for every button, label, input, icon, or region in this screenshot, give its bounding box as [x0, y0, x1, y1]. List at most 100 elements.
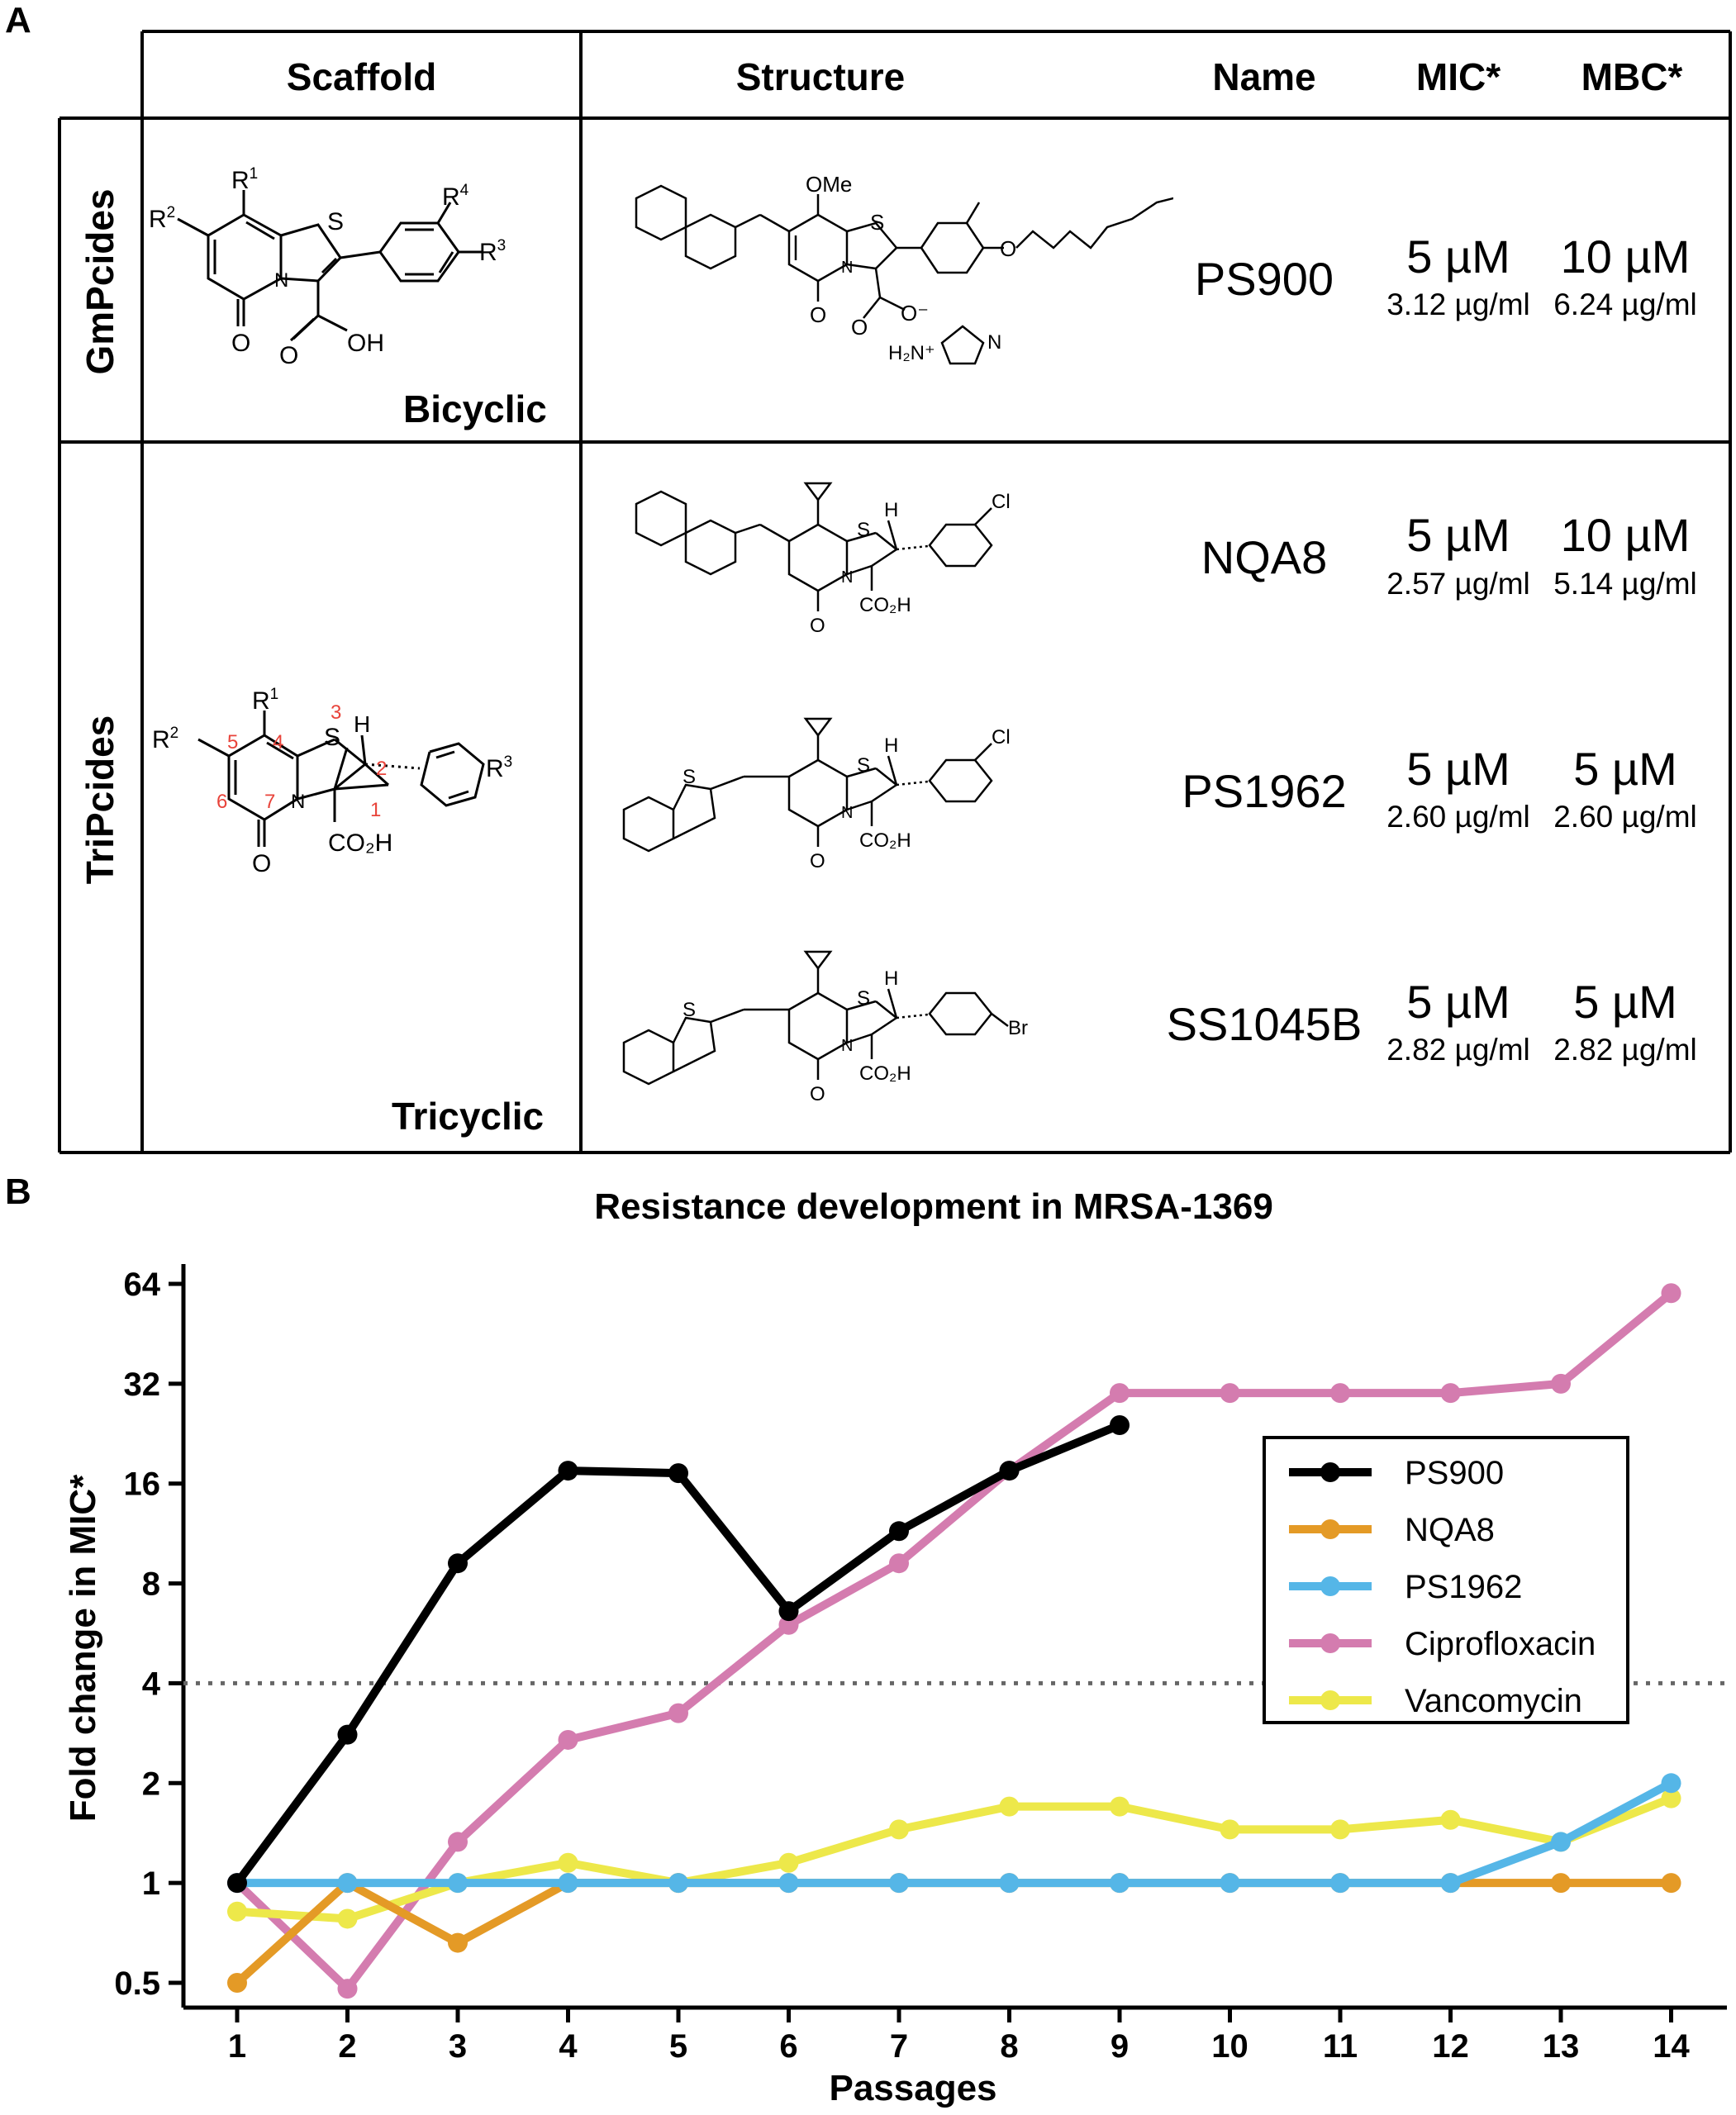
- ps900-n: N: [841, 259, 853, 277]
- bicyclic-o1: O: [231, 330, 250, 357]
- y-tick-label: 0.5: [114, 1965, 160, 2002]
- ss1045b-br: Br: [1008, 1017, 1028, 1039]
- data-point-ps900: [448, 1553, 468, 1574]
- mbc-ss1045b: 5 µM: [1573, 976, 1677, 1028]
- mbc-mass-ps900: 6.24 µg/ml: [1553, 288, 1697, 321]
- tricyclic-o: O: [252, 850, 271, 877]
- nqa8-structure: S N O H CO₂H Cl: [635, 482, 1011, 637]
- data-point-ps1962: [558, 1873, 578, 1894]
- header-name: Name: [1212, 55, 1316, 98]
- x-tick-label: 12: [1432, 2028, 1469, 2065]
- ps900-o: O: [810, 302, 826, 327]
- tricyclic-r3: R3: [486, 753, 512, 782]
- y-tick-label: 32: [124, 1366, 161, 1403]
- mbc-mass-ss1045b: 2.82 µg/ml: [1553, 1033, 1697, 1067]
- chart-title: Resistance development in MRSA-1369: [594, 1186, 1273, 1227]
- data-point-ps900: [668, 1463, 688, 1484]
- header-structure: Structure: [735, 55, 906, 98]
- data-point-ps1962: [1220, 1873, 1240, 1894]
- mic-ps900: 5 µM: [1406, 231, 1510, 283]
- nqa8-co2h: CO₂H: [859, 594, 911, 616]
- bicyclic-scaffold-structure: R1 R2 S N O O OH R3 R4: [149, 165, 506, 369]
- group-label-tripcides: TriPcides: [78, 715, 121, 885]
- ring-number-1: 1: [370, 799, 381, 821]
- ps900-s: S: [870, 210, 884, 235]
- y-axis-label: Fold change in MIC*: [63, 1474, 103, 1822]
- ps1962-s: S: [857, 754, 870, 777]
- ss1045b-h: H: [884, 967, 898, 990]
- ps900-n2: N: [987, 331, 1001, 354]
- series-line-ciprofloxacin: [234, 1290, 1674, 1994]
- data-point-ciprofloxacin: [778, 1614, 799, 1635]
- compound-name-ss1045b: SS1045B: [1166, 998, 1363, 1050]
- data-point-nqa8: [448, 1932, 468, 1953]
- data-point-ps1962: [1110, 1873, 1130, 1894]
- x-axis-label: Passages: [829, 2068, 996, 2108]
- data-point-ps1962: [1440, 1873, 1461, 1894]
- data-point-vancomycin: [227, 1901, 247, 1922]
- data-point-ps900: [337, 1724, 358, 1745]
- data-point-ps900: [1110, 1415, 1130, 1436]
- data-point-nqa8: [1661, 1873, 1681, 1894]
- tricyclic-n: N: [291, 791, 305, 813]
- ps900-nh: H₂N⁺: [888, 342, 935, 364]
- ss1045b-o: O: [810, 1083, 825, 1105]
- compound-name-nqa8: NQA8: [1201, 531, 1328, 583]
- y-tick-label: 1: [142, 1865, 160, 1902]
- x-tick-label: 14: [1653, 2028, 1690, 2065]
- mbc-nqa8: 10 µM: [1560, 509, 1691, 561]
- ss1045b-s: S: [857, 987, 870, 1010]
- data-point-ps900: [778, 1601, 799, 1622]
- nqa8-h: H: [884, 499, 898, 521]
- x-tick-label: 13: [1543, 2028, 1580, 2065]
- legend-marker-ciprofloxacin: [1320, 1633, 1340, 1653]
- mic-mass-nqa8: 2.57 µg/ml: [1386, 567, 1530, 601]
- data-point-ps1962: [337, 1873, 358, 1894]
- tricyclic-r2: R2: [152, 725, 178, 753]
- y-tick-label: 16: [124, 1466, 161, 1503]
- series-line-ps1962: [237, 1779, 1673, 1888]
- data-point-vancomycin: [558, 1852, 578, 1873]
- ring-number-5: 5: [227, 731, 238, 753]
- ps900-o3: O: [1000, 236, 1016, 261]
- data-point-vancomycin: [999, 1796, 1020, 1817]
- legend-marker-ps900: [1320, 1462, 1340, 1482]
- ps1962-o: O: [810, 850, 825, 872]
- data-point-nqa8: [227, 1973, 247, 1993]
- ps1962-structure: S S N O H CO₂H Cl: [622, 717, 1011, 872]
- bicyclic-n: N: [274, 269, 288, 292]
- mic-ss1045b: 5 µM: [1406, 976, 1510, 1028]
- compound-name-ps1962: PS1962: [1182, 765, 1347, 817]
- x-tick-label: 2: [338, 2028, 356, 2065]
- ss1045b-thiophene-s: S: [683, 999, 696, 1021]
- data-point-ciprofloxacin: [1220, 1383, 1240, 1404]
- tricyclic-r1: R1: [252, 686, 278, 715]
- y-tick-label: 64: [124, 1267, 161, 1303]
- scaffold-caption-tricyclic: Tricyclic: [392, 1095, 545, 1138]
- series-line-nqa8: [234, 1879, 1672, 1986]
- x-tick-label: 9: [1111, 2028, 1129, 2065]
- bicyclic-r1: R1: [231, 165, 258, 194]
- x-tick-label: 3: [449, 2028, 467, 2065]
- header-mbc: MBC*: [1581, 55, 1683, 98]
- y-tick-label: 8: [142, 1566, 160, 1603]
- ps1962-co2h: CO₂H: [859, 829, 911, 852]
- y-tick-label: 2: [142, 1766, 160, 1802]
- panel-a-label: A: [5, 0, 31, 40]
- tricyclic-co2h: CO₂H: [328, 829, 392, 857]
- ps1962-n: N: [841, 804, 853, 822]
- mic-mass-ps900: 3.12 µg/ml: [1386, 288, 1530, 321]
- ps1962-h: H: [884, 734, 898, 757]
- bicyclic-r2: R2: [149, 204, 175, 233]
- resistance-chart: Resistance development in MRSA-1369 Fold…: [63, 1186, 1727, 2108]
- ss1045b-n: N: [841, 1037, 853, 1055]
- tricyclic-s: S: [324, 724, 340, 751]
- legend-label-nqa8: NQA8: [1405, 1512, 1495, 1548]
- nqa8-s: S: [857, 519, 870, 541]
- mic-nqa8: 5 µM: [1406, 509, 1510, 561]
- data-point-ciprofloxacin: [558, 1729, 578, 1750]
- ss1045b-co2h: CO₂H: [859, 1062, 911, 1085]
- mic-ps1962: 5 µM: [1406, 743, 1510, 795]
- mbc-mass-nqa8: 5.14 µg/ml: [1553, 567, 1697, 601]
- header-mic: MIC*: [1415, 55, 1501, 98]
